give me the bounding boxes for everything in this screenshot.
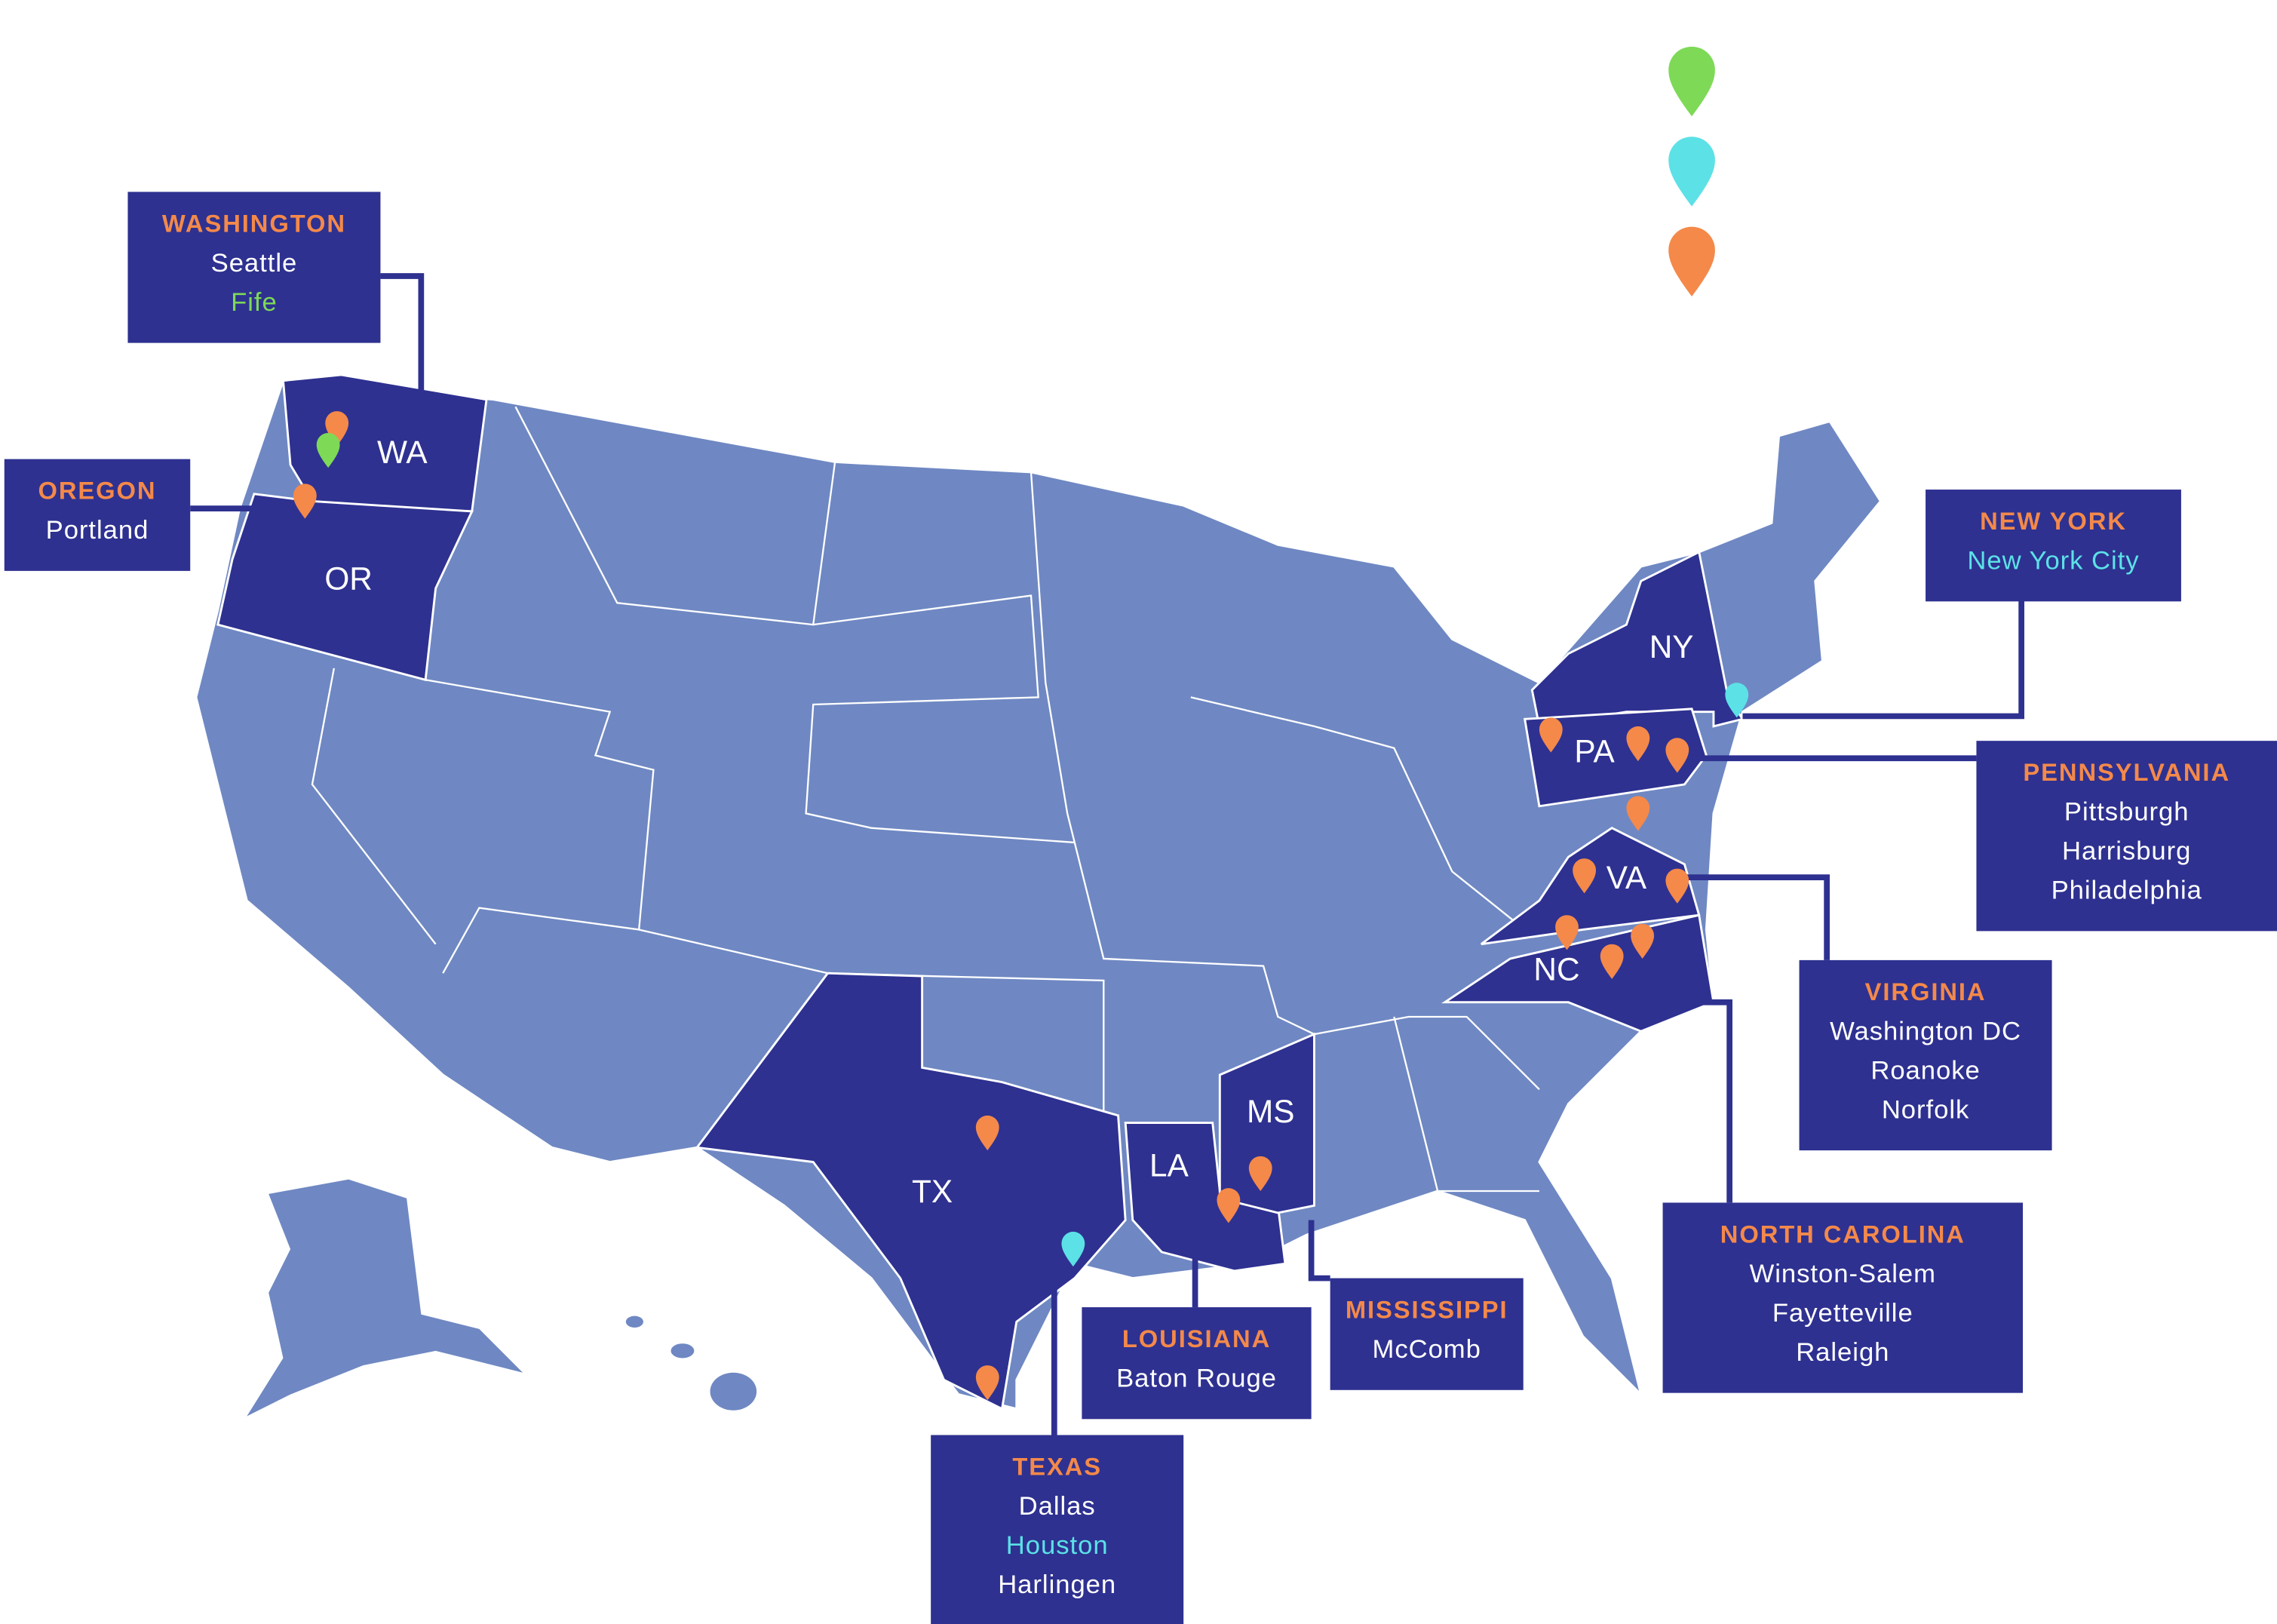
callout-city: Winston-Salem xyxy=(1750,1260,1936,1288)
callout-title: WASHINGTON xyxy=(162,209,346,237)
state-label: VA xyxy=(1606,860,1647,895)
callout-city: Harrisburg xyxy=(2062,837,2191,866)
pin xyxy=(1600,944,1624,979)
callout-city: Philadelphia xyxy=(2051,876,2202,905)
state-label: NY xyxy=(1649,629,1694,665)
pin xyxy=(316,432,340,468)
callout-box xyxy=(4,459,191,571)
callout-title: OREGON xyxy=(38,477,157,505)
connector xyxy=(1655,999,1732,1203)
callout-box xyxy=(127,192,381,343)
state-borders xyxy=(311,406,1540,1193)
callout-city: New York City xyxy=(1967,546,2139,575)
hawaii xyxy=(671,1343,695,1358)
border xyxy=(638,929,1105,1119)
state-la xyxy=(1124,1122,1287,1272)
pin xyxy=(1665,738,1689,773)
state-tx xyxy=(695,972,1127,1411)
border xyxy=(311,668,437,945)
callout-city: McComb xyxy=(1373,1335,1481,1364)
legend-pin xyxy=(1668,226,1715,296)
callout-box xyxy=(931,1435,1184,1624)
callout-box xyxy=(1799,959,2052,1151)
state-va xyxy=(1481,827,1701,946)
callout-city: Pittsburgh xyxy=(2064,798,2190,827)
callout-city: Raleigh xyxy=(1796,1338,1889,1367)
border xyxy=(1393,1016,1539,1193)
callout-city: Dallas xyxy=(1019,1492,1096,1521)
callout-city: Washington DC xyxy=(1830,1017,2021,1045)
state-or xyxy=(216,493,474,682)
callout-city: Baton Rouge xyxy=(1116,1364,1277,1392)
connector xyxy=(380,273,425,393)
state-label: PA xyxy=(1574,734,1615,769)
connector xyxy=(1308,1220,1330,1282)
land xyxy=(195,379,1883,1417)
pin xyxy=(1665,868,1689,904)
state-label: MS xyxy=(1247,1094,1295,1129)
state-pa xyxy=(1523,708,1708,808)
pin xyxy=(1061,1231,1085,1267)
callout-box xyxy=(1926,490,2181,602)
border xyxy=(805,594,1075,844)
border xyxy=(425,679,655,974)
us-mainland xyxy=(195,379,1883,1411)
callout-title: NEW YORK xyxy=(1980,507,2127,535)
state-ms xyxy=(1218,1032,1315,1214)
pin xyxy=(1217,1188,1241,1223)
connector xyxy=(1684,874,1830,960)
callout-title: VIRGINIA xyxy=(1865,978,1987,1005)
state-label: NC xyxy=(1533,951,1579,987)
pin xyxy=(1725,683,1749,718)
pin xyxy=(1555,915,1579,950)
callout-title: TEXAS xyxy=(1012,1452,1102,1480)
pin xyxy=(1539,717,1563,753)
callout-box xyxy=(1330,1278,1524,1390)
pin xyxy=(1573,858,1596,894)
border xyxy=(1314,1015,1540,1091)
callout-city: Roanoke xyxy=(1870,1056,1980,1085)
callout-box xyxy=(1976,741,2277,932)
callout-city: Fife xyxy=(231,288,278,317)
connector xyxy=(1742,600,2024,720)
callout-city: Harlingen xyxy=(998,1570,1116,1599)
border xyxy=(1190,696,1526,931)
callout-city: Portland xyxy=(46,516,149,545)
hawaii xyxy=(625,1315,643,1328)
border xyxy=(1030,471,1315,1036)
callout-box xyxy=(1082,1307,1312,1420)
callout-title: PENNSYLVANIA xyxy=(2023,758,2230,786)
callout-title: NORTH CAROLINA xyxy=(1720,1220,1966,1248)
pin xyxy=(975,1365,999,1401)
state-label: OR xyxy=(324,561,373,597)
pin xyxy=(1626,796,1650,831)
state-label: WA xyxy=(377,434,428,470)
callouts: WASHINGTON Seattle Fife OREGON Portland NEW Y… xyxy=(4,192,2277,1624)
border xyxy=(514,406,836,626)
pin xyxy=(1631,923,1655,959)
legend-pin xyxy=(1668,137,1715,207)
alaska xyxy=(247,1179,523,1417)
pins xyxy=(293,46,1749,1401)
callout-box xyxy=(1662,1202,2024,1393)
callout-city: Fayetteville xyxy=(1772,1299,1913,1328)
pin xyxy=(293,484,317,519)
callout-city: Norfolk xyxy=(1882,1095,1969,1124)
legend-pin xyxy=(1668,46,1715,117)
callout-city: Houston xyxy=(1006,1531,1109,1560)
state-label: TX xyxy=(912,1174,953,1209)
callout-title: MISSISSIPPI xyxy=(1346,1295,1508,1323)
state-labels: WA OR NY PA VA NC TX LA MS xyxy=(324,434,1693,1209)
callout-title: LOUISIANA xyxy=(1122,1325,1271,1352)
pin xyxy=(1626,726,1650,762)
hawaii xyxy=(710,1372,757,1411)
connectors xyxy=(190,273,2024,1435)
pin xyxy=(1248,1156,1272,1192)
callout-city: Seattle xyxy=(211,249,298,278)
pin xyxy=(975,1115,999,1151)
state-label: LA xyxy=(1149,1147,1189,1183)
